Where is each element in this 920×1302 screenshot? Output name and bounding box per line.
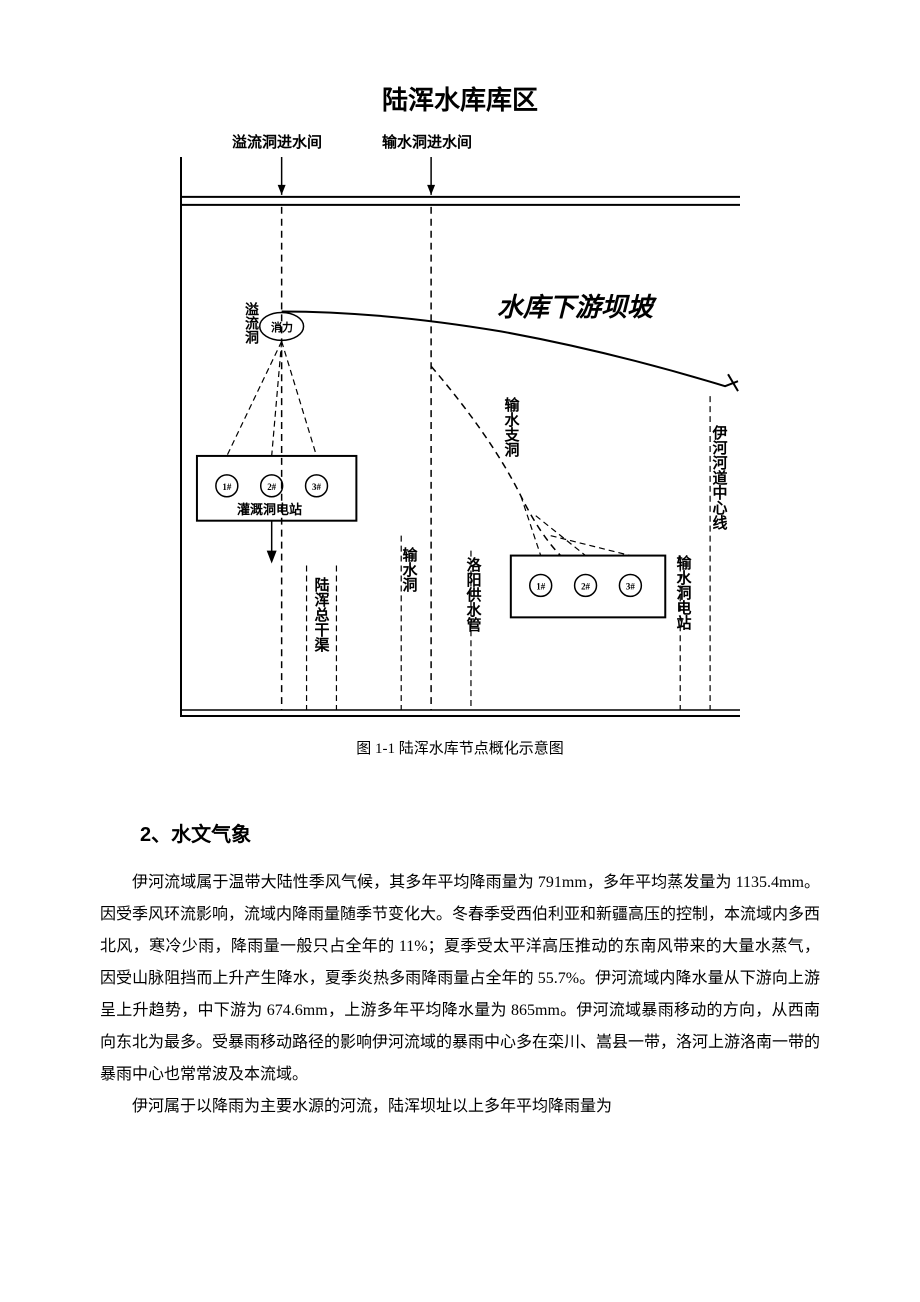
svg-text:1#: 1#: [222, 482, 231, 492]
label-transfer-branch: 输水支洞: [502, 397, 519, 457]
schematic-diagram: 溢流洞进水间 输水洞进水间 1# 2# 3#: [180, 157, 740, 717]
label-overflow-gate: 溢流洞进水间: [232, 131, 322, 152]
svg-text:3#: 3#: [312, 482, 321, 492]
diagram-caption: 图 1-1 陆浑水库节点概化示意图: [100, 737, 820, 758]
label-luoyang-pipe: 洛阳供水管: [464, 557, 481, 632]
label-dam-slope: 水库下游坝坡: [497, 287, 653, 324]
reservoir-title: 陆浑水库库区: [100, 80, 820, 117]
label-output-channel: 输水洞: [400, 547, 417, 592]
svg-text:2#: 2#: [581, 581, 590, 591]
section-heading: 2、水文气象: [100, 818, 820, 847]
svg-text:3#: 3#: [626, 581, 635, 591]
label-transfer-station: 输水洞电站: [674, 555, 691, 630]
label-overflow-tunnel: 溢流洞: [245, 302, 259, 344]
label-irrigation-station: 灌溉洞电站: [237, 499, 302, 518]
body-paragraph-1: 伊河流域属于温带大陆性季风气候，其多年平均降雨量为 791mm，多年平均蒸发量为…: [100, 867, 820, 1091]
label-river-centerline: 伊河河道中心线: [710, 425, 727, 530]
label-valve: 消力: [271, 319, 293, 335]
diagram-svg: 1# 2# 3# 1# 2# 3#: [182, 157, 740, 715]
svg-text:2#: 2#: [267, 482, 276, 492]
label-transfer-gate: 输水洞进水间: [382, 131, 472, 152]
label-lupin-main-canal: 陆浑总干渠: [312, 577, 329, 652]
body-paragraph-2: 伊河属于以降雨为主要水源的河流，陆浑坝址以上多年平均降雨量为: [100, 1091, 820, 1123]
svg-text:1#: 1#: [536, 581, 545, 591]
